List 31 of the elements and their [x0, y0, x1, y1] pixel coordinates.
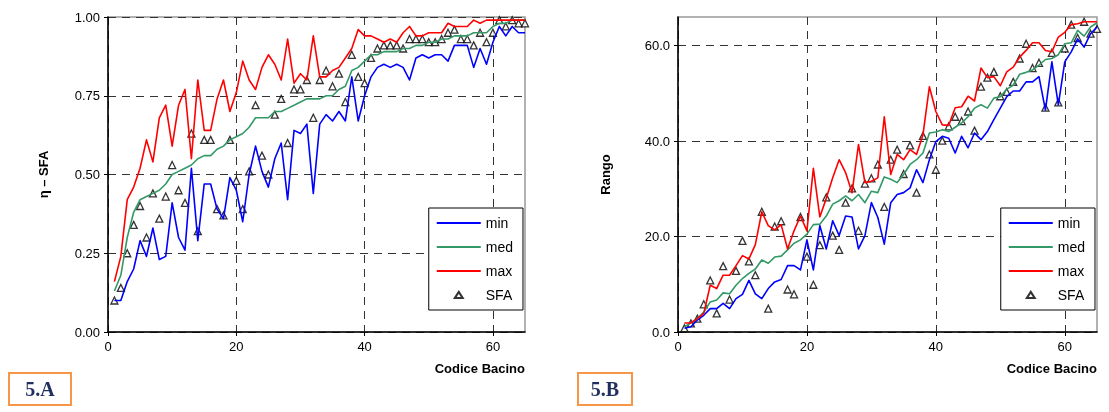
y-tick-label: 20.0: [644, 229, 670, 245]
x-tick-label: 40: [357, 339, 372, 354]
text: 5.B: [577, 372, 633, 406]
legend-label: min: [485, 215, 509, 231]
legend-label: max: [1057, 263, 1085, 279]
x-tick-label: 20: [229, 339, 244, 354]
x-tick-label: 20: [799, 339, 815, 354]
legend-label: med: [1057, 239, 1085, 255]
legend-label: SFA: [485, 287, 513, 303]
x-tick-label: 60: [485, 339, 501, 354]
x-tick-label: 40: [928, 339, 944, 354]
y-tick-label: 0.0: [651, 324, 670, 340]
x-tick-label: 60: [1057, 339, 1072, 354]
x-tick-label: 0: [674, 339, 682, 354]
x-tick-label: 0: [104, 339, 112, 354]
y-axis-title: η – SFA: [36, 150, 51, 199]
y-tick-label: 40.0: [644, 133, 670, 149]
y-tick-label: 60.0: [644, 38, 670, 54]
y-tick-label: 0.75: [74, 88, 100, 104]
legend-label: min: [1057, 215, 1081, 231]
legend-label: med: [485, 239, 513, 255]
y-tick-label: 0.50: [74, 167, 100, 182]
x-axis-title: Codice Bacino: [1006, 361, 1098, 376]
y-tick-label: 0.25: [74, 245, 100, 261]
y-axis-title: Rango: [598, 154, 613, 195]
legend-label: SFA: [1057, 287, 1085, 303]
y-tick-label: 0.00: [74, 324, 100, 340]
legend-label: max: [485, 263, 513, 279]
y-tick-label: 1.00: [74, 9, 100, 25]
x-axis-title: Codice Bacino: [434, 361, 526, 376]
text: 5.A: [8, 372, 72, 406]
